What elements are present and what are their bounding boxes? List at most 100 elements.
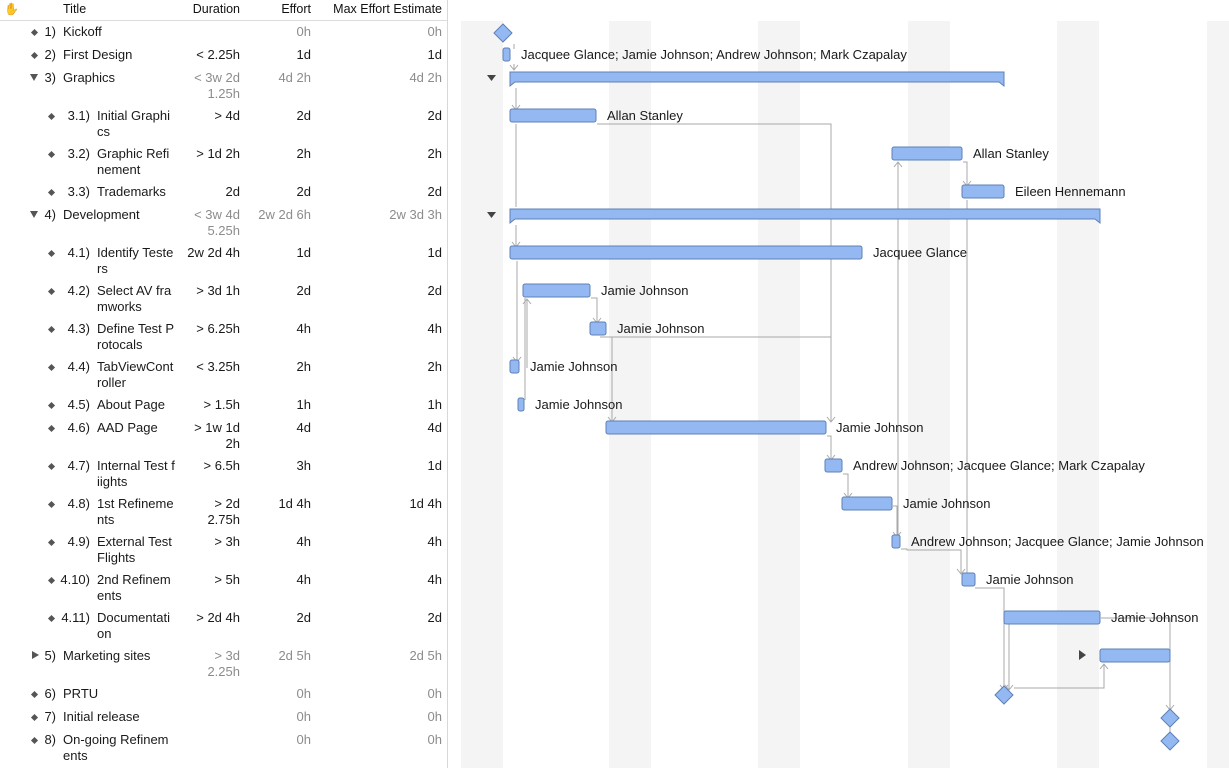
task-duration[interactable]: < 3w 4d 5.25h [194, 207, 240, 238]
task-duration[interactable]: > 2d 2.75h [207, 496, 240, 527]
task-max-effort[interactable]: 0h [427, 709, 442, 724]
milestone-icon[interactable] [1160, 708, 1180, 728]
task-effort[interactable]: 2d [296, 283, 311, 298]
task-effort[interactable]: 1d [296, 47, 311, 62]
task-title[interactable]: Kickoff [63, 24, 102, 39]
task-max-effort[interactable]: 1d [427, 245, 442, 260]
task-max-effort[interactable]: 2d [427, 610, 442, 625]
task-title[interactable]: Marketing sites [63, 648, 151, 663]
column-header-duration[interactable]: Duration [192, 2, 240, 16]
task-effort[interactable]: 2h [296, 359, 311, 374]
group-toggle-icon[interactable] [487, 212, 496, 218]
task-duration[interactable]: 2d [225, 184, 240, 199]
task-duration[interactable]: > 6.5h [203, 458, 240, 473]
group-toggle-icon[interactable] [487, 75, 496, 81]
milestone-icon[interactable] [493, 23, 513, 43]
task-title[interactable]: TabViewController [97, 359, 174, 390]
column-header-title[interactable]: Title [63, 2, 87, 16]
task-max-effort[interactable]: 0h [427, 732, 442, 747]
task-max-effort[interactable]: 1h [427, 397, 442, 412]
task-effort[interactable]: 1h [296, 397, 311, 412]
task-duration[interactable]: > 3d 1h [196, 283, 240, 298]
task-bar[interactable] [517, 397, 525, 412]
task-title[interactable]: 1st Refinements [97, 496, 174, 527]
task-duration[interactable]: > 5h [214, 572, 240, 587]
milestone-icon[interactable] [994, 685, 1014, 705]
task-bar[interactable] [961, 572, 976, 587]
task-title[interactable]: Development [63, 207, 140, 222]
task-title[interactable]: Initial release [63, 709, 140, 724]
column-header-max-effort[interactable]: Max Effort Estimate [333, 2, 442, 16]
task-max-effort[interactable]: 2d [427, 184, 442, 199]
task-effort[interactable]: 2w 2d 6h [258, 207, 311, 222]
task-max-effort[interactable]: 4h [427, 321, 442, 336]
task-effort[interactable]: 1d [296, 245, 311, 260]
task-bar[interactable] [509, 359, 520, 374]
task-title[interactable]: Initial Graphics [97, 108, 170, 139]
task-max-effort[interactable]: 0h [427, 686, 442, 701]
task-max-effort[interactable]: 0h [427, 24, 442, 39]
task-title[interactable]: Trademarks [97, 184, 166, 199]
task-bar[interactable] [961, 184, 1005, 199]
task-duration[interactable]: < 3w 2d 1.25h [194, 70, 240, 101]
task-effort[interactable]: 4h [296, 534, 311, 549]
task-effort[interactable]: 4h [296, 572, 311, 587]
task-effort[interactable]: 2d [296, 610, 311, 625]
task-bar[interactable] [502, 47, 511, 62]
task-duration[interactable]: > 6.25h [196, 321, 240, 336]
task-title[interactable]: Select AV framworks [97, 283, 172, 314]
task-max-effort[interactable]: 2h [427, 146, 442, 161]
task-effort[interactable]: 0h [296, 24, 311, 39]
task-title[interactable]: Graphic Refinement [97, 146, 170, 177]
task-max-effort[interactable]: 4d 2h [409, 70, 442, 85]
task-title[interactable]: First Design [63, 47, 133, 62]
task-title[interactable]: PRTU [63, 686, 99, 701]
task-max-effort[interactable]: 1d [427, 458, 442, 473]
task-title[interactable]: Define Test Protocals [97, 321, 175, 352]
task-duration[interactable]: > 2d 4h [196, 610, 240, 625]
milestone-icon[interactable] [1160, 731, 1180, 751]
group-summary-bar[interactable] [509, 208, 1101, 225]
task-max-effort[interactable]: 2d [427, 108, 442, 123]
task-effort[interactable]: 2d [296, 108, 311, 123]
group-summary-bar[interactable] [509, 71, 1005, 88]
task-duration[interactable]: > 4d [214, 108, 240, 123]
task-title[interactable]: Documentation [97, 610, 170, 641]
task-bar[interactable] [1099, 648, 1171, 663]
task-bar[interactable] [891, 146, 963, 161]
task-title[interactable]: About Page [97, 397, 165, 412]
task-max-effort[interactable]: 4h [427, 572, 442, 587]
task-max-effort[interactable]: 1d 4h [409, 496, 442, 511]
task-max-effort[interactable]: 4h [427, 534, 442, 549]
task-bar[interactable] [605, 420, 827, 435]
task-effort[interactable]: 3h [296, 458, 311, 473]
task-effort[interactable]: 1d 4h [278, 496, 311, 511]
task-bar[interactable] [509, 245, 863, 260]
task-max-effort[interactable]: 2d [427, 283, 442, 298]
task-bar[interactable] [509, 108, 597, 123]
task-bar[interactable] [522, 283, 591, 298]
task-title[interactable]: Identify Testers [97, 245, 174, 276]
task-max-effort[interactable]: 2w 3d 3h [389, 207, 442, 222]
task-duration[interactable]: < 2.25h [196, 47, 240, 62]
task-effort[interactable]: 2d 5h [278, 648, 311, 663]
task-max-effort[interactable]: 2h [427, 359, 442, 374]
task-effort[interactable]: 0h [296, 709, 311, 724]
task-duration[interactable]: > 1w 1d 2h [194, 420, 240, 451]
task-title[interactable]: Graphics [63, 70, 116, 85]
task-duration[interactable]: 2w 2d 4h [187, 245, 240, 260]
task-bar[interactable] [891, 534, 901, 549]
disclosure-closed-icon[interactable] [32, 651, 39, 659]
task-effort[interactable]: 4h [296, 321, 311, 336]
task-bar[interactable] [589, 321, 607, 336]
collapsed-group-icon[interactable] [1079, 650, 1086, 660]
task-effort[interactable]: 0h [296, 686, 311, 701]
task-duration[interactable]: < 3.25h [196, 359, 240, 374]
task-max-effort[interactable]: 1d [427, 47, 442, 62]
pane-divider[interactable] [447, 0, 448, 768]
task-title[interactable]: Internal Test fiights [97, 458, 175, 489]
task-effort[interactable]: 0h [296, 732, 311, 747]
task-title[interactable]: 2nd Refinements [97, 572, 171, 603]
column-header-effort[interactable]: Effort [281, 2, 311, 16]
task-effort[interactable]: 4d 2h [278, 70, 311, 85]
